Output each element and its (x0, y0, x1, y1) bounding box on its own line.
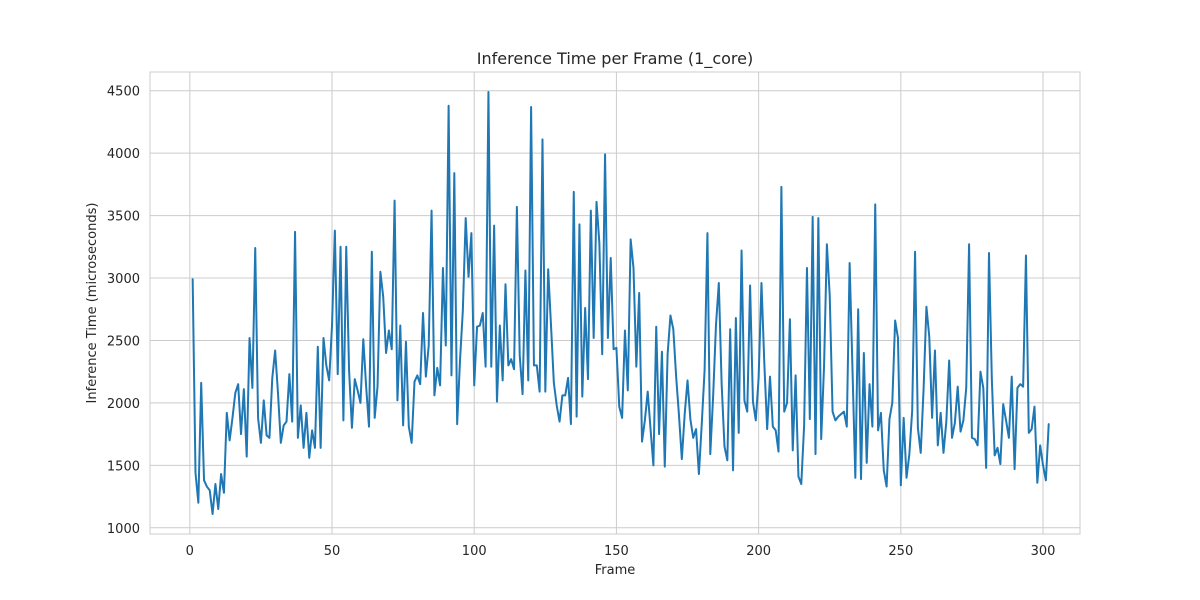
y-tick-label: 4000 (107, 147, 140, 162)
x-axis-label: Frame (595, 563, 636, 578)
y-tick-label: 4500 (107, 85, 140, 100)
y-tick-label: 1500 (107, 459, 140, 474)
y-axis-label: Inference Time (microseconds) (85, 203, 100, 404)
x-tick-label: 200 (746, 544, 771, 559)
plot-area-frame (149, 71, 1081, 535)
chart-title: Inference Time per Frame (1_core) (477, 49, 753, 69)
y-tick-label: 3500 (107, 210, 140, 225)
y-tick-label: 2500 (107, 334, 140, 349)
x-tick-labels: 0 50 100 150 200 250 300 (186, 544, 1056, 559)
y-tick-labels: 1000 1500 2000 2500 3000 3500 4000 4500 (107, 85, 140, 537)
series-line (191, 90, 1050, 516)
x-tick-label: 300 (1031, 544, 1056, 559)
y-tick-label: 1000 (107, 522, 140, 537)
y-tick-label: 3000 (107, 272, 140, 287)
x-tick-label: 150 (604, 544, 629, 559)
x-tick-label: 0 (186, 544, 194, 559)
x-tick-label: 250 (888, 544, 913, 559)
x-tick-label: 100 (462, 544, 487, 559)
x-tick-label: 50 (324, 544, 341, 559)
y-tick-label: 2000 (107, 397, 140, 412)
